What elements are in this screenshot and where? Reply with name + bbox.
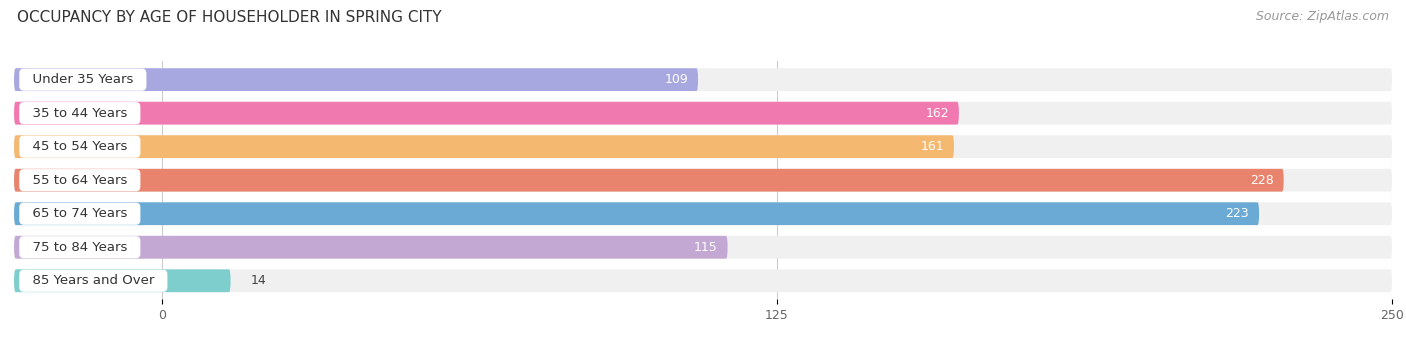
FancyBboxPatch shape [14,236,1392,259]
Text: 14: 14 [250,274,266,287]
Text: OCCUPANCY BY AGE OF HOUSEHOLDER IN SPRING CITY: OCCUPANCY BY AGE OF HOUSEHOLDER IN SPRIN… [17,10,441,25]
FancyBboxPatch shape [14,68,697,91]
FancyBboxPatch shape [14,68,1392,91]
FancyBboxPatch shape [14,202,1260,225]
Text: Source: ZipAtlas.com: Source: ZipAtlas.com [1256,10,1389,23]
Text: 109: 109 [665,73,689,86]
FancyBboxPatch shape [14,102,959,124]
FancyBboxPatch shape [14,269,231,292]
FancyBboxPatch shape [14,202,1392,225]
Text: 228: 228 [1250,174,1274,187]
Text: 85 Years and Over: 85 Years and Over [24,274,163,287]
Text: 162: 162 [925,107,949,120]
Text: Under 35 Years: Under 35 Years [24,73,142,86]
FancyBboxPatch shape [14,102,1392,124]
Text: 35 to 44 Years: 35 to 44 Years [24,107,136,120]
FancyBboxPatch shape [14,169,1392,192]
Text: 115: 115 [695,241,717,254]
FancyBboxPatch shape [14,135,953,158]
Text: 65 to 74 Years: 65 to 74 Years [24,207,136,220]
Text: 223: 223 [1226,207,1250,220]
FancyBboxPatch shape [14,236,728,259]
FancyBboxPatch shape [14,169,1284,192]
FancyBboxPatch shape [14,269,1392,292]
Text: 45 to 54 Years: 45 to 54 Years [24,140,136,153]
Text: 55 to 64 Years: 55 to 64 Years [24,174,136,187]
FancyBboxPatch shape [14,135,1392,158]
Text: 161: 161 [921,140,945,153]
Text: 75 to 84 Years: 75 to 84 Years [24,241,136,254]
